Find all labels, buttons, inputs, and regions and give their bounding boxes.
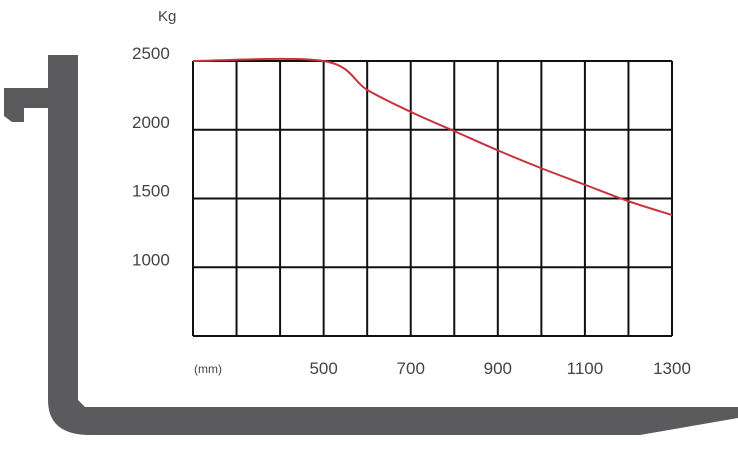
x-tick-label: 500 [309, 359, 337, 378]
x-tick-label: 1300 [653, 359, 691, 378]
y-tick-label: 1500 [132, 182, 170, 201]
x-axis-unit-label: (mm) [194, 362, 222, 376]
y-tick-label: 2000 [132, 113, 170, 132]
chart-series [193, 59, 672, 215]
load-curve-line [193, 59, 672, 215]
chart-grid [193, 61, 672, 336]
y-tick-label: 2500 [132, 44, 170, 63]
x-tick-label: 900 [484, 359, 512, 378]
y-tick-label: 1000 [132, 250, 170, 269]
x-tick-label: 1100 [567, 359, 604, 378]
x-tick-label: 700 [397, 359, 425, 378]
y-axis-unit-label: Kg [158, 8, 176, 25]
